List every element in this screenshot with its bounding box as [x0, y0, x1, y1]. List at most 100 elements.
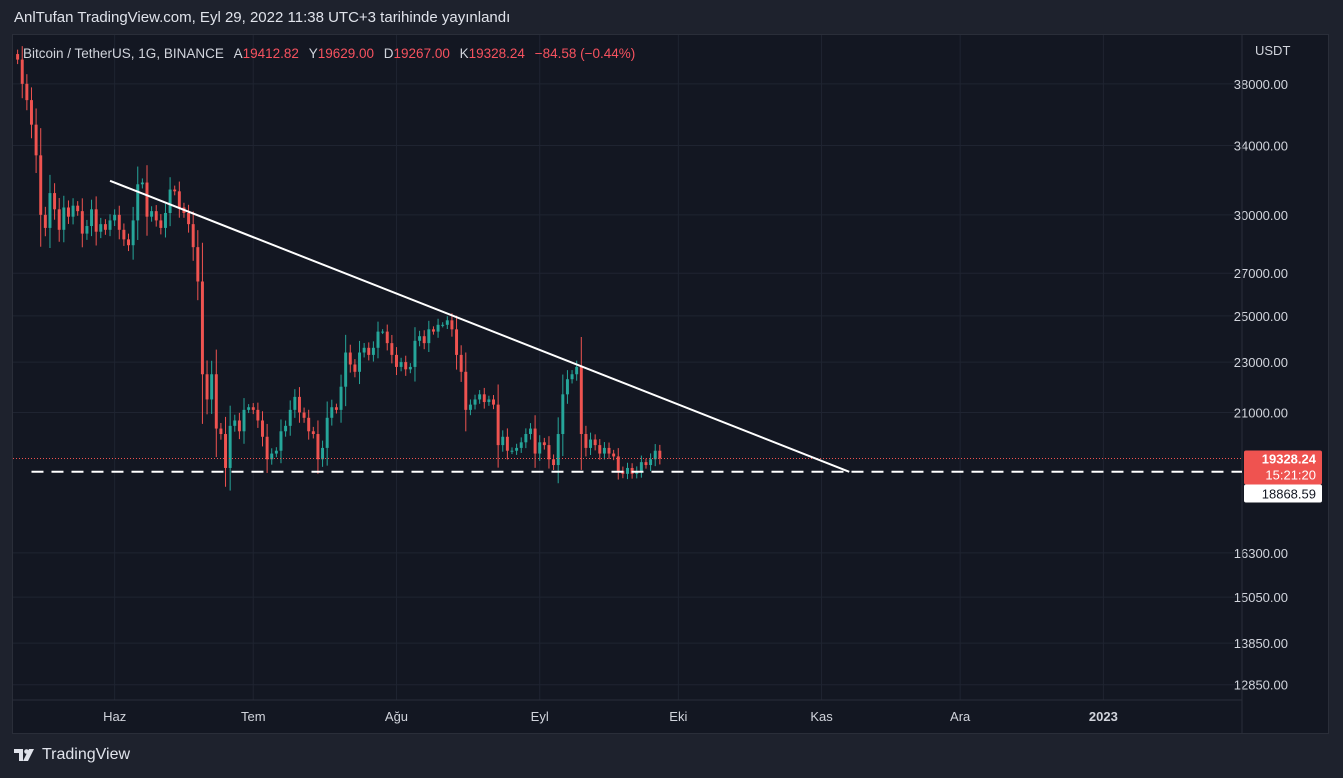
candle-body	[168, 189, 172, 213]
candle-body	[265, 436, 269, 460]
candle-body	[496, 404, 500, 446]
candle-body	[99, 224, 103, 232]
x-tick-label: Ağu	[385, 709, 408, 724]
x-tick-label: Kas	[810, 709, 833, 724]
candle-body	[464, 371, 468, 410]
candle-body	[505, 436, 509, 451]
candle-body	[163, 212, 167, 228]
candle-body	[43, 214, 47, 228]
candle-body	[339, 386, 343, 410]
candle-body	[533, 428, 537, 454]
candle-body	[598, 445, 602, 454]
y-tick-label: 23000.00	[1234, 355, 1288, 370]
candle-body	[413, 340, 417, 367]
candle-body	[224, 434, 228, 468]
candle-body	[30, 100, 33, 125]
candle-body	[316, 434, 320, 460]
candle-body	[140, 182, 144, 185]
candle-body	[233, 420, 237, 426]
x-tick-label: Haz	[103, 709, 126, 724]
candle-body	[570, 374, 574, 380]
candle-body	[247, 407, 251, 410]
candle-body	[279, 431, 283, 451]
candle-body	[66, 207, 70, 217]
high-value: 19629.00	[317, 46, 375, 61]
candle-body	[127, 239, 130, 246]
chart-legend: Bitcoin / TetherUS, 1G, BINANCE A19412.8…	[23, 46, 635, 61]
candle-body	[39, 155, 43, 215]
tradingview-footer[interactable]: TradingView	[14, 746, 130, 764]
candle-body	[94, 209, 98, 232]
candle-body	[311, 431, 315, 435]
last-price-label: 19328.24	[1262, 451, 1317, 466]
candle-body	[20, 59, 24, 84]
candle-body	[418, 336, 422, 341]
candle-body	[487, 399, 491, 403]
candle-body	[371, 347, 375, 355]
currency-label: USDT	[1255, 43, 1290, 58]
y-tick-label: 38000.00	[1234, 77, 1288, 92]
candle-body	[367, 347, 371, 355]
candle-body	[113, 214, 117, 221]
symbol-name[interactable]: Bitcoin / TetherUS, 1G, BINANCE	[23, 46, 224, 61]
candle-body	[565, 379, 569, 395]
candle-body	[353, 364, 357, 372]
candle-body	[334, 407, 338, 410]
countdown-label: 15:21:20	[1265, 467, 1316, 482]
candle-body	[242, 409, 246, 432]
y-tick-label: 15050.00	[1234, 590, 1288, 605]
candle-body	[358, 352, 362, 372]
candle-body	[297, 396, 301, 413]
candle-body	[196, 247, 200, 282]
support-price-label: 18868.59	[1262, 486, 1316, 501]
x-tick-label: 2023	[1089, 709, 1118, 724]
candle-body	[344, 352, 348, 387]
candle-body	[16, 54, 20, 60]
y-tick-label: 12850.00	[1234, 678, 1288, 693]
candle-body	[492, 399, 495, 405]
candle-body	[542, 442, 546, 446]
candle-body	[214, 374, 218, 429]
candle-body	[455, 329, 459, 355]
candle-body	[552, 459, 556, 466]
candle-body	[321, 447, 325, 460]
candle-body	[584, 434, 588, 448]
candle-body	[348, 352, 352, 365]
candle-body	[90, 209, 94, 227]
tradingview-logo-icon	[14, 749, 34, 761]
candle-body	[607, 447, 611, 454]
candle-body	[450, 320, 454, 330]
candle-body	[71, 205, 75, 217]
candle-body	[519, 442, 523, 448]
candle-body	[108, 220, 112, 230]
candle-body	[80, 211, 84, 234]
candle-body	[427, 329, 431, 344]
candle-body	[25, 83, 29, 101]
candle-body	[644, 462, 648, 466]
y-tick-label: 34000.00	[1234, 138, 1288, 153]
candle-body	[431, 329, 435, 332]
candle-body	[616, 456, 620, 471]
candle-body	[117, 214, 121, 230]
candle-body	[593, 439, 597, 446]
candle-body	[53, 193, 57, 210]
candle-body	[589, 439, 593, 448]
candle-body	[76, 205, 80, 212]
candle-body	[284, 425, 288, 432]
close-value: 19328.24	[468, 46, 525, 61]
candle-body	[528, 428, 532, 435]
candle-body	[468, 404, 472, 410]
y-tick-label: 27000.00	[1234, 266, 1288, 281]
candle-body	[122, 229, 126, 240]
chart-frame[interactable]	[12, 34, 1329, 734]
candle-body	[62, 207, 66, 230]
candle-body	[404, 362, 408, 370]
candle-body	[210, 374, 214, 400]
last-price-badge	[1244, 450, 1322, 485]
candle-body	[307, 417, 311, 432]
candle-body	[256, 409, 260, 421]
candle-body	[177, 191, 181, 208]
candle-body	[538, 442, 542, 454]
candle-body	[602, 447, 606, 454]
